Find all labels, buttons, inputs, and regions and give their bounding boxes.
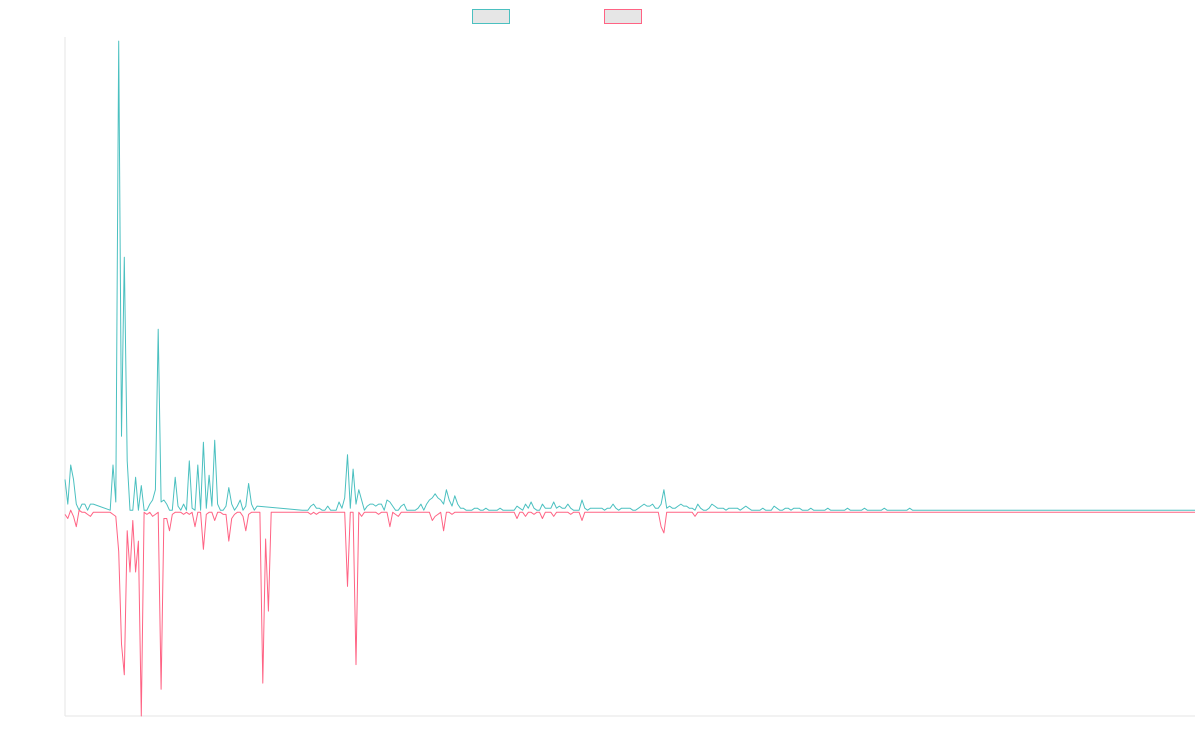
chart-legend [0,9,1200,27]
legend-item-series-2[interactable] [604,9,642,24]
chart-series [64,40,1195,717]
series-line-1 [64,40,1195,511]
legend-swatch-series-1 [472,9,510,24]
series-line-2 [64,509,1195,717]
legend-item-series-1[interactable] [472,9,510,24]
legend-swatch-series-2 [604,9,642,24]
chart-axes [64,37,1195,717]
